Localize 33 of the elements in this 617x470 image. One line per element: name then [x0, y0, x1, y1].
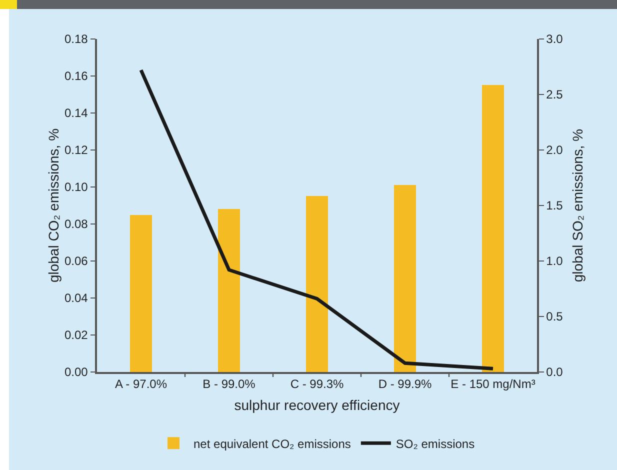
y-tick-label: 0.10: [64, 180, 88, 194]
line-series: [139, 68, 495, 370]
y-tick-label: 0.04: [64, 291, 88, 306]
y2-tick-label: 1.0: [546, 254, 564, 268]
bar: [482, 85, 504, 372]
x-axis-title: sulphur recovery efficiency: [234, 396, 400, 413]
y2-tick-label: 2.5: [546, 88, 564, 102]
bar: [306, 196, 328, 372]
bar: [394, 185, 416, 372]
y2-axis-title: global SO₂ emissions, %: [570, 128, 586, 282]
y2-tick-label: 2.0: [546, 143, 564, 158]
x-tick-label: B - 99.0%: [202, 377, 256, 392]
x-tick-label: E - 150 mg/Nm³: [450, 377, 536, 392]
y-tick-label: 0.00: [64, 365, 88, 380]
y-tick-label: 0.02: [64, 328, 88, 342]
y-tick-label: 0.18: [64, 32, 88, 46]
legend-label: SO₂ emissions: [396, 436, 475, 451]
y-axis-title: global CO₂ emissions, %: [46, 128, 62, 283]
y-tick-label: 0.06: [64, 254, 88, 268]
y-tick-label: 0.16: [64, 69, 88, 84]
y2-tick-label: 0.0: [546, 365, 564, 380]
bar: [218, 209, 240, 372]
x-tick-label: A - 97.0%: [114, 377, 168, 392]
y2-tick-label: 1.5: [546, 198, 564, 213]
y-tick-label: 0.14: [64, 106, 88, 120]
bar: [130, 215, 152, 372]
y-tick-label: 0.08: [64, 217, 88, 232]
legend-label: net equivalent CO₂ emissions: [194, 436, 351, 451]
x-tick-label: D - 99.9%: [378, 377, 432, 392]
y2-tick-label: 0.5: [546, 310, 564, 324]
x-tick-label: C - 99.3%: [290, 377, 344, 392]
y-tick-label: 0.12: [64, 143, 88, 158]
y2-tick-label: 3.0: [546, 32, 564, 46]
